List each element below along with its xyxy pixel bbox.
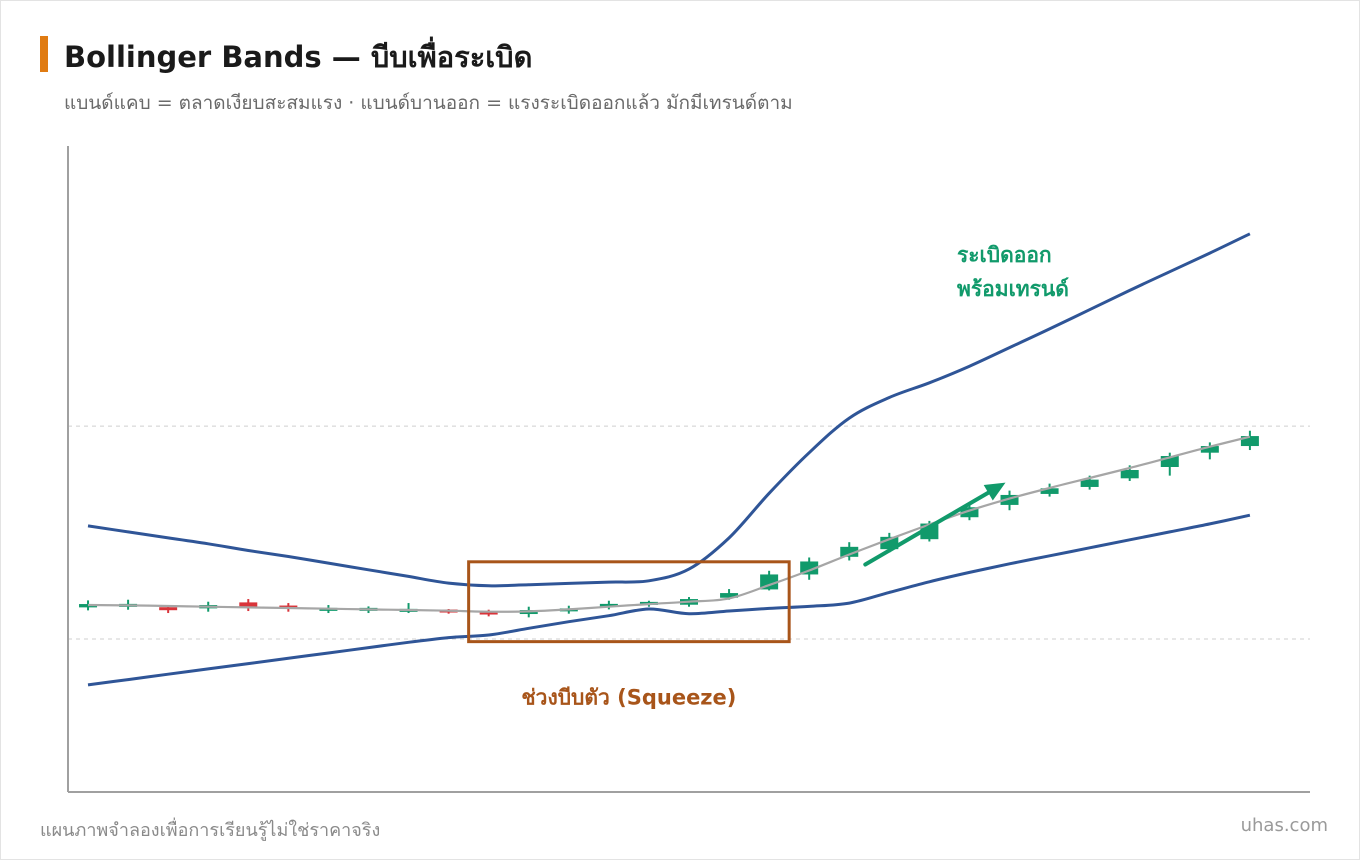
upper-band-line (87, 232, 1251, 588)
chart-title: Bollinger Bands — บีบเพื่อระเบิด (64, 40, 533, 74)
candle-20 (840, 542, 859, 561)
candle-body (1080, 479, 1099, 487)
middle-band-line (87, 435, 1251, 613)
axis-layer (67, 146, 1310, 793)
candle-9 (399, 603, 418, 614)
candle-body (599, 603, 618, 607)
candle-14 (599, 600, 618, 610)
title-accent-bar (40, 36, 48, 72)
candle-23 (960, 503, 979, 521)
candle-30 (1240, 430, 1259, 451)
candle-5 (239, 599, 258, 612)
candle-body (1040, 488, 1059, 494)
candle-body (1000, 494, 1019, 505)
squeeze-box (467, 560, 791, 644)
candle-body (479, 611, 498, 615)
candle-body (239, 602, 258, 607)
candle-body (720, 593, 739, 598)
band-layer (87, 232, 1251, 687)
breakout-label-line1: ระเบิดออก (957, 243, 1052, 267)
candle-24 (1000, 490, 1019, 511)
footer-brand: uhas.com (1240, 815, 1328, 836)
squeeze-label: ช่วงบีบตัว (Squeeze) (521, 686, 736, 710)
grid-layer (68, 425, 1310, 640)
candle-29 (1200, 442, 1219, 460)
breakout-arrow-shaft (863, 490, 991, 567)
candle-layer (79, 430, 1259, 618)
candle-body (840, 546, 859, 557)
candle-body (1120, 469, 1139, 479)
candle-body (960, 507, 979, 518)
lower-band-line (87, 513, 1251, 687)
candle-body (1160, 456, 1179, 467)
annotation-layer: ช่วงบีบตัว (Squeeze) ระเบิดออก พร้อมเทรน… (467, 243, 1069, 710)
breakout-arrow-head (983, 482, 1006, 501)
footer-note: แผนภาพจำลองเพื่อการเรียนรู้ไม่ใช่ราคาจริ… (40, 820, 381, 841)
chart-subtitle: แบนด์แคบ = ตลาดเงียบสะสมแรง · แบนด์บานออ… (64, 92, 793, 114)
candle-body (159, 607, 178, 611)
breakout-label-line2: พร้อมเทรนด์ (957, 277, 1069, 301)
candle-body (1200, 446, 1219, 453)
candle-body (1240, 436, 1259, 447)
candle-25 (1040, 483, 1059, 497)
